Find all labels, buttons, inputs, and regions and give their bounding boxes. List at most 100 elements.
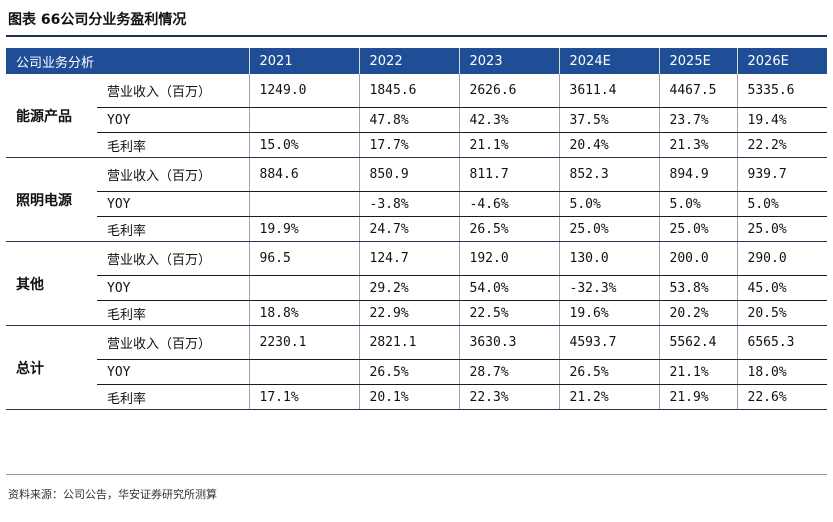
- table-row: 其他 营业收入（百万） 96.5 124.7 192.0 130.0 200.0 290.0: [6, 241, 828, 326]
- value-cell: 21.1%: [659, 359, 738, 385]
- metric-label: YOY: [97, 191, 250, 217]
- value-cell: 5.0%: [737, 191, 828, 217]
- value-cell: 4593.7: [559, 325, 660, 360]
- table-row: YOY 29.2% 54.0% -32.3% 53.8% 45.0%: [6, 275, 828, 301]
- value-cell: 2230.1: [249, 325, 360, 360]
- value-cell: 2626.6: [459, 74, 560, 108]
- table-row: 毛利率 15.0% 17.7% 21.1% 20.4% 21.3% 22.2%: [6, 132, 828, 158]
- source-note: 资料来源：公司公告，华安证券研究所测算: [8, 488, 217, 501]
- value-cell: 939.7: [737, 157, 828, 192]
- value-cell: -4.6%: [459, 191, 560, 217]
- segment-name: 总计: [6, 325, 97, 410]
- value-cell: 22.2%: [737, 132, 828, 158]
- value-cell: 894.9: [659, 157, 738, 192]
- value-cell: 20.4%: [559, 132, 660, 158]
- value-cell: 124.7: [359, 241, 460, 276]
- value-cell: 19.4%: [737, 107, 828, 133]
- value-cell: 20.1%: [359, 384, 460, 410]
- value-cell: 47.8%: [359, 107, 460, 133]
- metric-label: 毛利率: [97, 384, 250, 410]
- value-cell: 21.2%: [559, 384, 660, 410]
- value-cell: 22.5%: [459, 300, 560, 326]
- table-row: 照明电源 营业收入（百万） 884.6 850.9 811.7 852.3 894.9 939…: [6, 157, 828, 242]
- metric-label: 毛利率: [97, 300, 250, 326]
- value-cell: 21.1%: [459, 132, 560, 158]
- year-header: 2022: [359, 48, 460, 74]
- value-cell: 850.9: [359, 157, 460, 192]
- metric-label: 营业收入（百万）: [97, 241, 250, 276]
- value-cell: 25.0%: [737, 216, 828, 242]
- value-cell: 6565.3: [737, 325, 828, 360]
- metric-label: 营业收入（百万）: [97, 74, 250, 108]
- value-cell: 852.3: [559, 157, 660, 192]
- segment-name: 其他: [6, 241, 97, 326]
- value-cell: 22.6%: [737, 384, 828, 410]
- metric-label: 毛利率: [97, 216, 250, 242]
- metric-label: 毛利率: [97, 132, 250, 158]
- value-cell: 17.7%: [359, 132, 460, 158]
- value-cell: 884.6: [249, 157, 360, 192]
- value-cell: 18.0%: [737, 359, 828, 385]
- source-divider: [6, 474, 827, 475]
- value-cell: 22.9%: [359, 300, 460, 326]
- value-cell: -32.3%: [559, 275, 660, 301]
- value-cell: [249, 107, 360, 133]
- value-cell: 21.9%: [659, 384, 738, 410]
- table-row: 总计 营业收入（百万） 2230.1 2821.1 3630.3 4593.7 5562.4…: [6, 325, 828, 410]
- value-cell: 18.8%: [249, 300, 360, 326]
- metric-label: YOY: [97, 107, 250, 133]
- business-profit-table: 公司业务分析 2021 2022 2023 2024E 2025E 2026E …: [6, 48, 828, 410]
- value-cell: [249, 191, 360, 217]
- metric-label: 营业收入（百万）: [97, 325, 250, 360]
- value-cell: 1249.0: [249, 74, 360, 108]
- year-header: 2025E: [659, 48, 738, 74]
- value-cell: 2821.1: [359, 325, 460, 360]
- table-row: 毛利率 19.9% 24.7% 26.5% 25.0% 25.0% 25.0%: [6, 216, 828, 242]
- value-cell: 130.0: [559, 241, 660, 276]
- value-cell: 19.9%: [249, 216, 360, 242]
- segment-name: 照明电源: [6, 157, 97, 242]
- value-cell: [249, 275, 360, 301]
- value-cell: 24.7%: [359, 216, 460, 242]
- value-cell: 5562.4: [659, 325, 738, 360]
- value-cell: 53.8%: [659, 275, 738, 301]
- table-row: YOY -3.8% -4.6% 5.0% 5.0% 5.0%: [6, 191, 828, 217]
- value-cell: 42.3%: [459, 107, 560, 133]
- year-header: 2024E: [559, 48, 660, 74]
- value-cell: [249, 359, 360, 385]
- metric-label: YOY: [97, 359, 250, 385]
- value-cell: 1845.6: [359, 74, 460, 108]
- value-cell: 26.5%: [459, 216, 560, 242]
- value-cell: 54.0%: [459, 275, 560, 301]
- table-header-row: 公司业务分析 2021 2022 2023 2024E 2025E 2026E: [6, 48, 828, 74]
- value-cell: 19.6%: [559, 300, 660, 326]
- value-cell: 25.0%: [659, 216, 738, 242]
- value-cell: 28.7%: [459, 359, 560, 385]
- metric-label: YOY: [97, 275, 250, 301]
- value-cell: 5335.6: [737, 74, 828, 108]
- table-row: 能源产品 营业收入（百万） 1249.0 1845.6 2626.6 3611.4 4467…: [6, 74, 828, 158]
- value-cell: 22.3%: [459, 384, 560, 410]
- value-cell: 20.5%: [737, 300, 828, 326]
- title-divider: [6, 35, 827, 37]
- value-cell: 15.0%: [249, 132, 360, 158]
- value-cell: 5.0%: [659, 191, 738, 217]
- value-cell: 37.5%: [559, 107, 660, 133]
- year-header: 2026E: [737, 48, 828, 74]
- year-header: 2023: [459, 48, 560, 74]
- value-cell: 21.3%: [659, 132, 738, 158]
- value-cell: 26.5%: [359, 359, 460, 385]
- segment-name: 能源产品: [6, 74, 97, 158]
- value-cell: 23.7%: [659, 107, 738, 133]
- value-cell: 290.0: [737, 241, 828, 276]
- value-cell: 17.1%: [249, 384, 360, 410]
- year-header: 2021: [249, 48, 360, 74]
- header-corner: 公司业务分析: [6, 48, 250, 74]
- value-cell: 26.5%: [559, 359, 660, 385]
- value-cell: 20.2%: [659, 300, 738, 326]
- value-cell: 3630.3: [459, 325, 560, 360]
- value-cell: -3.8%: [359, 191, 460, 217]
- value-cell: 3611.4: [559, 74, 660, 108]
- metric-label: 营业收入（百万）: [97, 157, 250, 192]
- table-body: 能源产品 营业收入（百万） 1249.0 1845.6 2626.6 3611.4 4467…: [6, 74, 828, 410]
